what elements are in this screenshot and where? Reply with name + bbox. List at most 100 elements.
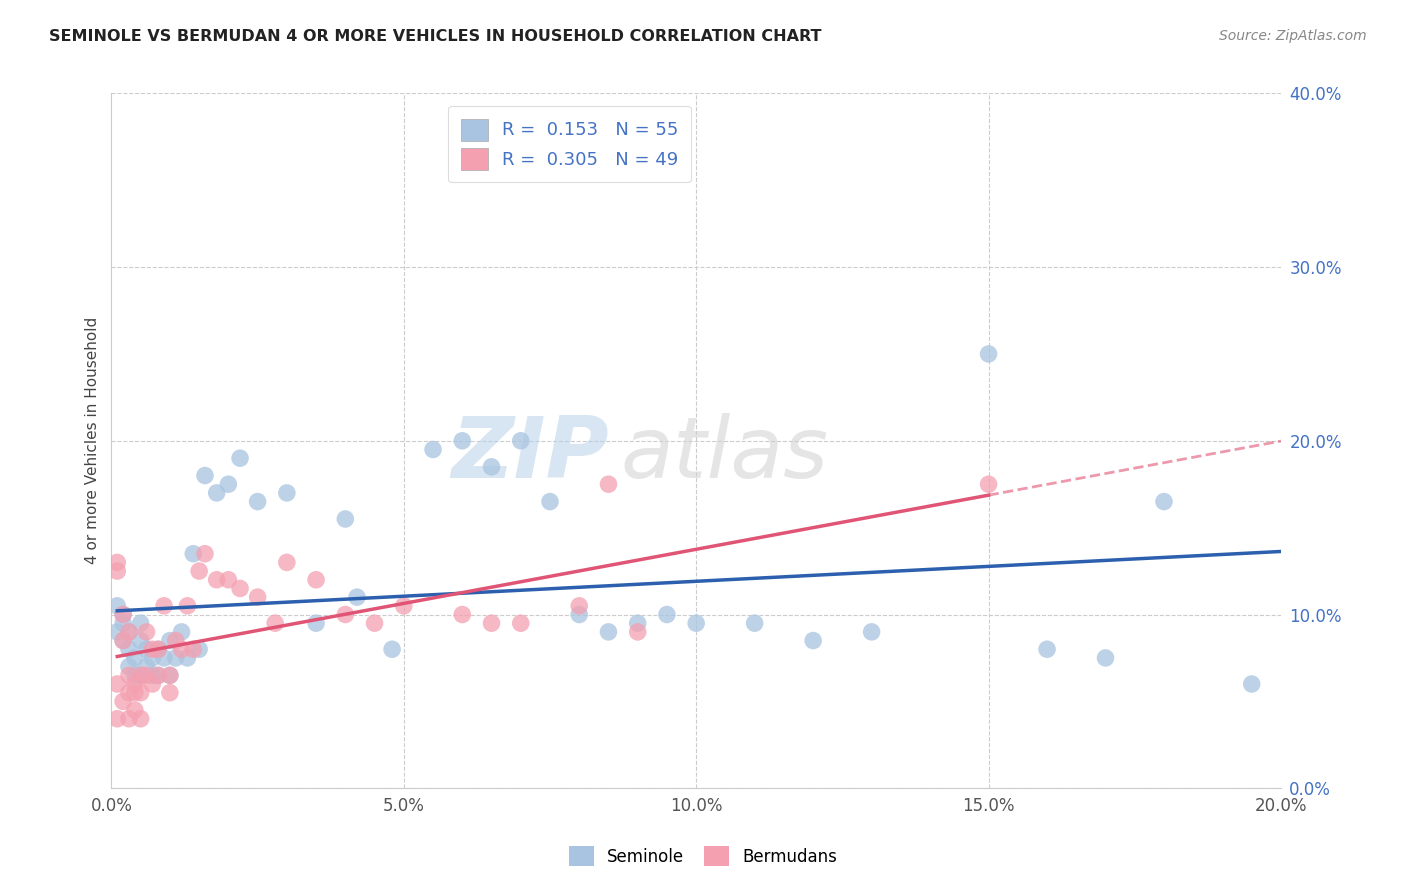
- Point: [181, 642, 204, 657]
- Point: [148, 668, 170, 682]
- Point: [165, 651, 187, 665]
- Point: [159, 686, 181, 700]
- Point: [148, 642, 170, 657]
- Point: [141, 677, 163, 691]
- Point: [159, 668, 181, 682]
- Point: [159, 668, 181, 682]
- Point: [205, 486, 228, 500]
- Point: [627, 616, 650, 631]
- Point: [335, 607, 357, 622]
- Point: [194, 468, 217, 483]
- Point: [129, 668, 152, 682]
- Point: [159, 633, 181, 648]
- Legend: Seminole, Bermudans: Seminole, Bermudans: [562, 839, 844, 873]
- Point: [129, 686, 152, 700]
- Legend: R =  0.153   N = 55, R =  0.305   N = 49: R = 0.153 N = 55, R = 0.305 N = 49: [449, 106, 692, 183]
- Point: [509, 434, 531, 448]
- Point: [568, 607, 591, 622]
- Point: [685, 616, 707, 631]
- Point: [181, 547, 204, 561]
- Point: [176, 651, 198, 665]
- Point: [105, 624, 128, 639]
- Point: [135, 642, 157, 657]
- Point: [129, 668, 152, 682]
- Point: [229, 451, 252, 466]
- Point: [112, 694, 135, 708]
- Point: [135, 624, 157, 639]
- Point: [165, 633, 187, 648]
- Point: [538, 494, 561, 508]
- Point: [305, 616, 328, 631]
- Point: [392, 599, 415, 613]
- Point: [194, 547, 217, 561]
- Point: [598, 624, 620, 639]
- Point: [188, 564, 211, 578]
- Point: [118, 686, 141, 700]
- Point: [124, 703, 146, 717]
- Point: [105, 564, 128, 578]
- Point: [481, 459, 503, 474]
- Text: SEMINOLE VS BERMUDAN 4 OR MORE VEHICLES IN HOUSEHOLD CORRELATION CHART: SEMINOLE VS BERMUDAN 4 OR MORE VEHICLES …: [49, 29, 821, 44]
- Point: [481, 616, 503, 631]
- Point: [141, 668, 163, 682]
- Point: [276, 486, 298, 500]
- Point: [129, 633, 152, 648]
- Point: [112, 607, 135, 622]
- Point: [1036, 642, 1059, 657]
- Point: [655, 607, 678, 622]
- Point: [335, 512, 357, 526]
- Point: [118, 624, 141, 639]
- Point: [176, 599, 198, 613]
- Point: [105, 712, 128, 726]
- Point: [124, 668, 146, 682]
- Point: [105, 677, 128, 691]
- Text: ZIP: ZIP: [451, 413, 609, 496]
- Point: [118, 668, 141, 682]
- Point: [598, 477, 620, 491]
- Point: [135, 659, 157, 673]
- Point: [451, 434, 474, 448]
- Point: [148, 642, 170, 657]
- Point: [229, 582, 252, 596]
- Point: [153, 599, 176, 613]
- Point: [112, 616, 135, 631]
- Point: [124, 677, 146, 691]
- Point: [105, 599, 128, 613]
- Point: [170, 642, 193, 657]
- Point: [188, 642, 211, 657]
- Text: Source: ZipAtlas.com: Source: ZipAtlas.com: [1219, 29, 1367, 43]
- Point: [118, 712, 141, 726]
- Point: [305, 573, 328, 587]
- Point: [124, 651, 146, 665]
- Point: [801, 633, 824, 648]
- Point: [509, 616, 531, 631]
- Point: [118, 624, 141, 639]
- Point: [381, 642, 404, 657]
- Point: [246, 494, 269, 508]
- Point: [153, 651, 176, 665]
- Point: [264, 616, 287, 631]
- Point: [860, 624, 883, 639]
- Point: [148, 668, 170, 682]
- Point: [141, 642, 163, 657]
- Point: [744, 616, 766, 631]
- Point: [977, 347, 1000, 361]
- Point: [217, 573, 239, 587]
- Point: [363, 616, 385, 631]
- Point: [1240, 677, 1263, 691]
- Point: [129, 712, 152, 726]
- Point: [141, 651, 163, 665]
- Point: [977, 477, 1000, 491]
- Y-axis label: 4 or more Vehicles in Household: 4 or more Vehicles in Household: [86, 318, 100, 565]
- Point: [276, 555, 298, 569]
- Point: [205, 573, 228, 587]
- Point: [135, 668, 157, 682]
- Point: [568, 599, 591, 613]
- Point: [170, 624, 193, 639]
- Point: [118, 659, 141, 673]
- Point: [1153, 494, 1175, 508]
- Point: [217, 477, 239, 491]
- Point: [112, 607, 135, 622]
- Point: [346, 590, 368, 604]
- Point: [422, 442, 444, 457]
